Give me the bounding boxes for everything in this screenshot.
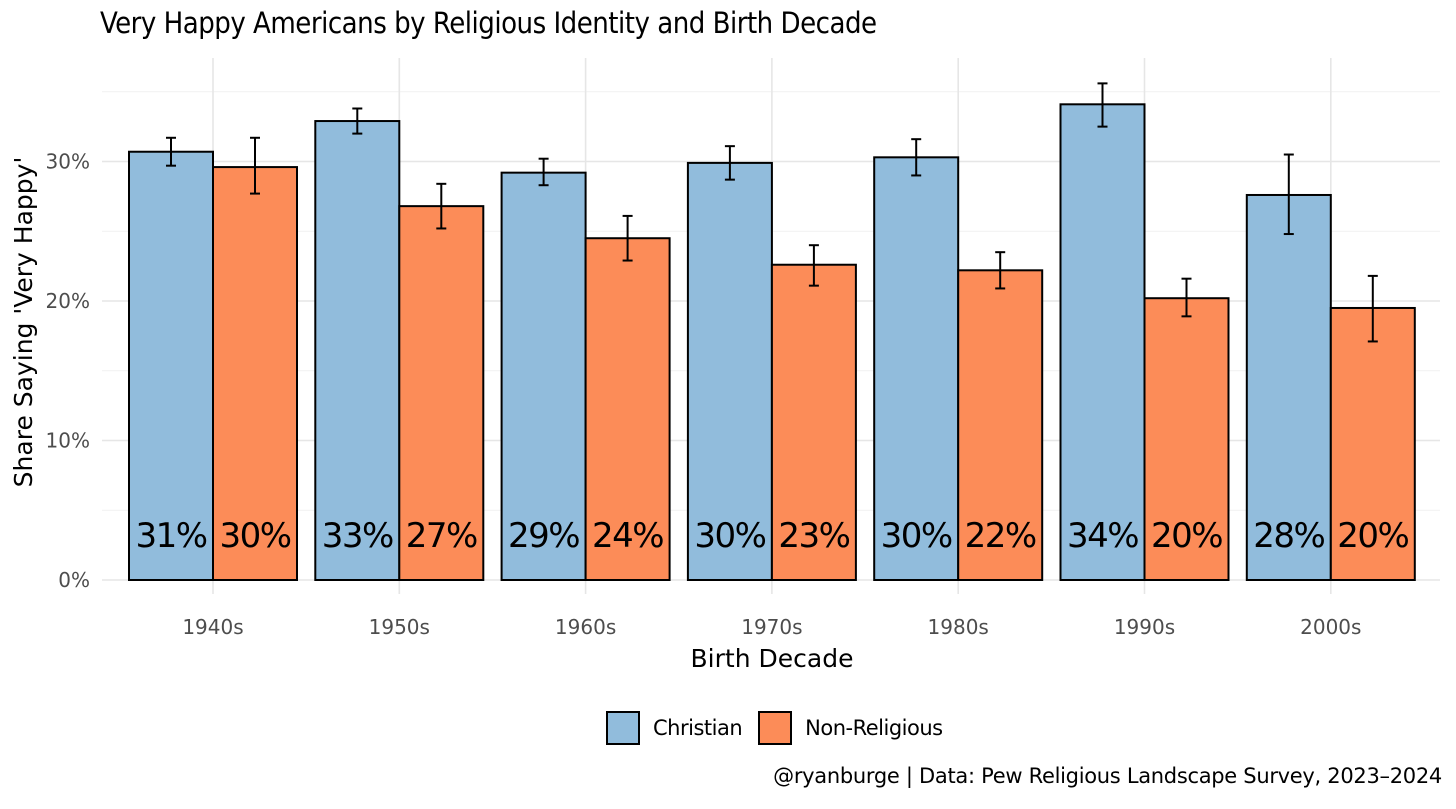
bar-value-label: 29%: [508, 516, 579, 556]
bar-labels: 31% 33% 29% 30% 30% 34% 28% 30% 27% 24% 23% 22% 20% 2…: [135, 516, 1410, 556]
y-axis-label: Share Saying 'Very Happy': [9, 157, 38, 488]
bar-value-label: 31%: [135, 516, 206, 556]
y-tick-label: 30%: [46, 150, 90, 174]
legend-swatch-christian: [606, 711, 640, 745]
bars: [128, 103, 1416, 582]
x-axis-ticks: 1940s 1950s 1960s 1970s 1980s 1990s 2000s: [182, 615, 1361, 639]
bar-value-label: 33%: [322, 516, 393, 556]
x-tick-label: 2000s: [1300, 615, 1361, 639]
bar-christian: [1059, 103, 1146, 582]
bar-value-label: 30%: [694, 516, 765, 556]
bar-value-label: 23%: [778, 516, 849, 556]
legend-label-christian: Christian: [653, 716, 743, 740]
y-tick-label: 10%: [46, 429, 90, 453]
bar-non-religious: [212, 166, 298, 582]
legend: Christian Non-Religious: [606, 711, 959, 745]
chart-title: Very Happy Americans by Religious Identi…: [100, 6, 877, 40]
bar-value-label: 30%: [219, 516, 290, 556]
y-axis-ticks: 0% 10% 20% 30%: [46, 150, 90, 593]
legend-swatch-non-religious: [758, 711, 793, 745]
legend-item-non-religious: Non-Religious: [758, 711, 943, 745]
x-tick-label: 1940s: [182, 615, 243, 639]
bar-value-label: 34%: [1067, 516, 1138, 556]
bar-non-religious: [770, 263, 857, 581]
x-tick-label: 1990s: [1114, 615, 1175, 639]
x-axis-label: Birth Decade: [691, 644, 854, 673]
bar-christian: [314, 120, 401, 581]
bar-value-label: 24%: [592, 516, 663, 556]
bar-value-label: 28%: [1253, 516, 1324, 556]
bar-value-label: 22%: [965, 516, 1036, 556]
bar-value-label: 20%: [1337, 516, 1408, 556]
chart-caption: @ryanburge | Data: Pew Religious Landsca…: [773, 764, 1442, 788]
bar-christian: [873, 156, 960, 581]
x-tick-label: 1960s: [555, 615, 616, 639]
bar-value-label: 30%: [881, 516, 952, 556]
bar-non-religious: [584, 237, 671, 581]
x-tick-label: 1970s: [741, 615, 802, 639]
bar-value-label: 20%: [1151, 516, 1222, 556]
bar-non-religious: [1143, 297, 1230, 581]
legend-item-christian: Christian: [606, 711, 743, 745]
bar-non-religious: [1329, 306, 1416, 581]
x-tick-label: 1980s: [928, 615, 989, 639]
bar-non-religious: [398, 205, 485, 581]
bar-non-religious: [957, 269, 1044, 581]
x-tick-label: 1950s: [369, 615, 430, 639]
y-tick-label: 0%: [58, 568, 90, 592]
bar-value-label: 27%: [406, 516, 477, 556]
legend-label-non-religious: Non-Religious: [805, 716, 943, 740]
y-tick-label: 20%: [46, 289, 90, 313]
error-bars: [166, 82, 1378, 343]
